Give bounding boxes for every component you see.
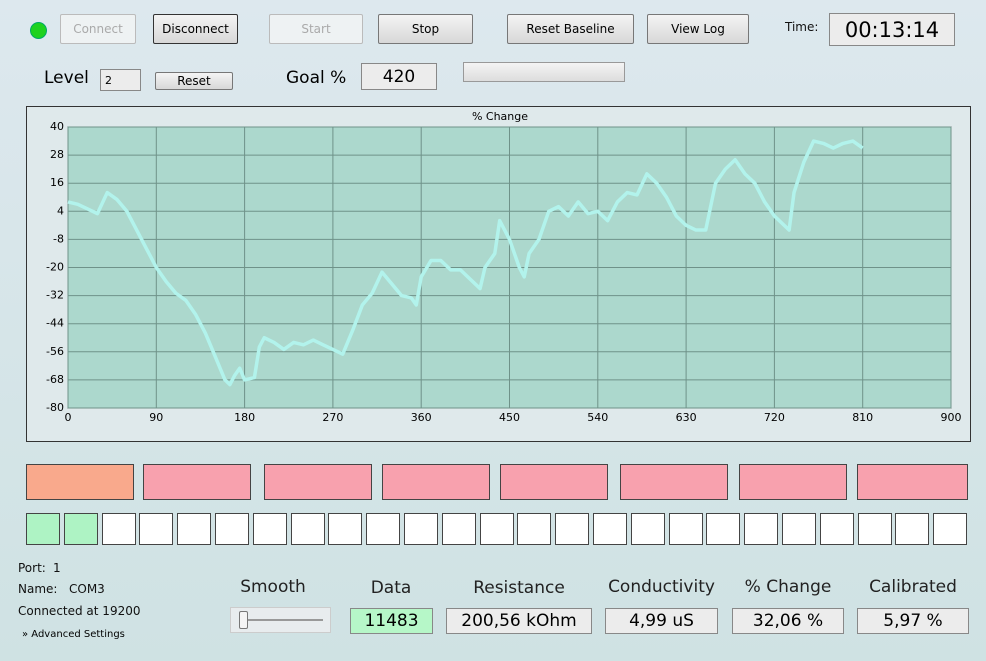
smooth-label: Smooth bbox=[240, 577, 306, 597]
connection-status: Connected at 19200 bbox=[18, 604, 141, 618]
channel-box bbox=[706, 513, 741, 545]
y-tick-label: -44 bbox=[46, 317, 64, 330]
y-tick-label: 16 bbox=[50, 176, 64, 189]
data-label: Data bbox=[370, 578, 412, 598]
indicator-box bbox=[857, 464, 968, 500]
channel-box bbox=[252, 513, 287, 545]
channel-box bbox=[895, 513, 930, 545]
y-tick-label: -20 bbox=[46, 261, 64, 274]
disconnect-button[interactable]: Disconnect bbox=[153, 14, 238, 44]
calibrated-value: 5,97 % bbox=[857, 608, 969, 634]
x-tick-label: 90 bbox=[149, 411, 163, 424]
indicator-box bbox=[143, 464, 251, 500]
status-led bbox=[30, 22, 47, 39]
start-button[interactable]: Start bbox=[269, 14, 363, 44]
resistance-value: 200,56 kOhm bbox=[446, 608, 592, 634]
calibrated-label: Calibrated bbox=[869, 577, 957, 597]
channel-box bbox=[933, 513, 968, 545]
chart-title: % Change bbox=[472, 110, 528, 123]
smooth-slider[interactable] bbox=[230, 607, 331, 633]
x-tick-label: 630 bbox=[676, 411, 697, 424]
x-tick-label: 720 bbox=[764, 411, 785, 424]
level-label: Level bbox=[44, 68, 89, 88]
indicator-box bbox=[620, 464, 728, 500]
stop-button[interactable]: Stop bbox=[378, 14, 473, 44]
channel-box bbox=[101, 513, 136, 545]
y-tick-label: 4 bbox=[57, 204, 64, 217]
x-tick-label: 0 bbox=[65, 411, 72, 424]
channel-box bbox=[366, 513, 401, 545]
x-tick-label: 360 bbox=[411, 411, 432, 424]
y-tick-label: -8 bbox=[53, 232, 64, 245]
level-reset-button[interactable]: Reset bbox=[155, 72, 233, 90]
advanced-settings-toggle[interactable]: » Advanced Settings bbox=[22, 629, 125, 640]
x-tick-label: 900 bbox=[941, 411, 962, 424]
y-tick-label: -80 bbox=[46, 401, 64, 414]
change-label: % Change bbox=[744, 577, 832, 597]
channel-box bbox=[857, 513, 892, 545]
channel-box bbox=[63, 513, 98, 545]
time-label: Time: bbox=[785, 20, 819, 34]
channel-box bbox=[328, 513, 363, 545]
indicator-box bbox=[264, 464, 372, 500]
progress-bar bbox=[463, 62, 625, 82]
x-tick-label: 270 bbox=[322, 411, 343, 424]
goal-input[interactable]: 420 bbox=[361, 63, 437, 90]
goal-label: Goal % bbox=[286, 68, 347, 88]
chevron-icon: » bbox=[22, 629, 32, 640]
y-tick-label: -56 bbox=[46, 345, 64, 358]
channel-box bbox=[177, 513, 212, 545]
y-tick-label: -32 bbox=[46, 289, 64, 302]
conductivity-value: 4,99 uS bbox=[605, 608, 718, 634]
change-value: 32,06 % bbox=[732, 608, 844, 634]
data-line bbox=[67, 139, 864, 387]
x-tick-label: 810 bbox=[852, 411, 873, 424]
name-label: Name: bbox=[18, 582, 58, 596]
channel-box bbox=[26, 513, 60, 545]
channel-box bbox=[441, 513, 476, 545]
x-tick-label: 540 bbox=[587, 411, 608, 424]
reset-baseline-button[interactable]: Reset Baseline bbox=[507, 14, 634, 44]
channel-box bbox=[215, 513, 249, 545]
y-tick-label: -68 bbox=[46, 373, 64, 386]
indicator-box bbox=[382, 464, 490, 500]
channel-box bbox=[555, 513, 590, 545]
y-tick-label: 28 bbox=[50, 148, 64, 161]
view-log-button[interactable]: View Log bbox=[647, 14, 749, 44]
channel-box bbox=[630, 513, 665, 545]
channel-box bbox=[782, 513, 816, 545]
data-value: 11483 bbox=[350, 608, 433, 634]
resistance-label: Resistance bbox=[473, 578, 565, 598]
conductivity-label: Conductivity bbox=[608, 577, 715, 597]
advanced-settings-label: Advanced Settings bbox=[31, 629, 125, 640]
connect-button[interactable]: Connect bbox=[60, 14, 136, 44]
port-label: Port: bbox=[18, 561, 46, 575]
chart: % Change 40 28 16 4 -8 -20 -32 -44 -56 -68 -800 90 1… bbox=[26, 106, 971, 442]
channel-box bbox=[593, 513, 627, 545]
time-display: 00:13:14 bbox=[829, 13, 955, 46]
channel-box bbox=[517, 513, 552, 545]
name-value: COM3 bbox=[69, 582, 105, 596]
indicator-box bbox=[26, 464, 134, 500]
channel-box bbox=[819, 513, 854, 545]
channel-box bbox=[290, 513, 325, 545]
slider-track bbox=[239, 619, 323, 621]
x-tick-label: 450 bbox=[499, 411, 520, 424]
channel-box bbox=[479, 513, 514, 545]
port-value: 1 bbox=[53, 561, 61, 575]
channel-box bbox=[139, 513, 174, 545]
y-tick-label: 40 bbox=[50, 120, 64, 133]
indicator-box bbox=[739, 464, 847, 500]
channel-box bbox=[668, 513, 703, 545]
indicator-box bbox=[500, 464, 608, 500]
channel-box bbox=[744, 513, 779, 545]
x-tick-label: 180 bbox=[234, 411, 255, 424]
slider-thumb[interactable] bbox=[239, 611, 248, 629]
level-input[interactable]: 2 bbox=[100, 69, 141, 91]
channel-box bbox=[404, 513, 438, 545]
